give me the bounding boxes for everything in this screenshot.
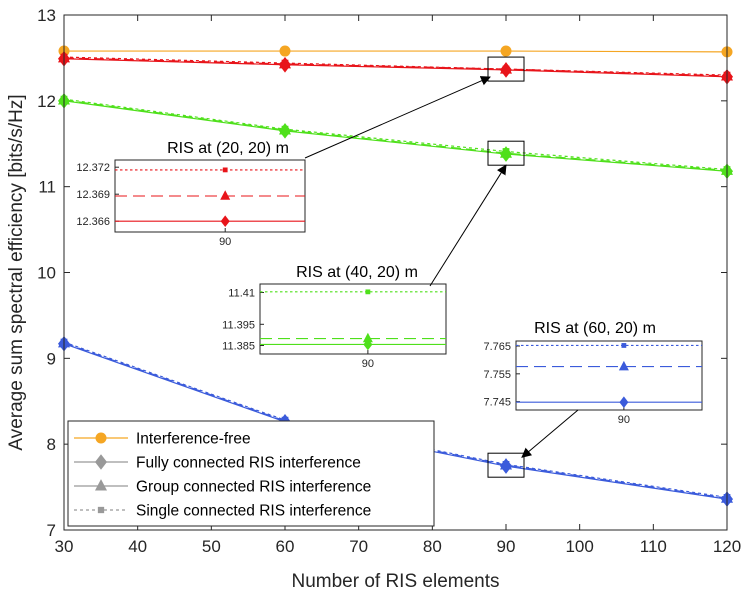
y-tick-label: 13 (37, 6, 56, 25)
inset-y-tick-label: 7.765 (483, 341, 511, 353)
x-tick-label: 100 (565, 537, 593, 556)
inset-x-tick-label: 90 (362, 358, 374, 370)
y-tick-label: 12 (37, 92, 56, 111)
inset-data-point (618, 360, 629, 371)
y-tick-label: 10 (37, 264, 56, 283)
inset-y-tick-label: 12.369 (76, 189, 110, 201)
legend-frame (67, 420, 435, 527)
inset-ris-20-20: RIS at (20, 20) m 90 12.372 12.369 12.366 (76, 140, 306, 248)
inset-y-tick-label: 7.745 (483, 397, 511, 409)
inset-data-point (363, 338, 373, 351)
data-point (500, 45, 512, 57)
inset-y-tick-label: 11.41 (228, 287, 255, 299)
y-tick-label: 8 (47, 435, 56, 454)
inset-x-tick-label: 90 (219, 236, 231, 248)
inset-frame (259, 283, 447, 355)
x-tick-label: 40 (128, 537, 147, 556)
axes-frame (63, 14, 728, 531)
legend-label: Single connected RIS interference (136, 503, 371, 520)
inset-y-tick-label: 12.372 (76, 162, 110, 174)
inset-frame (515, 340, 703, 411)
inset-arrow (304, 76, 491, 159)
data-point (281, 125, 289, 133)
inset-title: RIS at (40, 20) m (296, 264, 418, 281)
legend-marker (97, 506, 105, 514)
inset-arrow (429, 164, 507, 287)
legend-marker (95, 479, 107, 491)
legend-label: Fully connected RIS interference (136, 455, 361, 472)
y-tick-label: 9 (47, 349, 56, 368)
data-point (279, 45, 291, 57)
inset-y-tick-label: 11.385 (222, 341, 255, 353)
x-axis-label: Number of RIS elements (291, 571, 499, 592)
x-tick-label: 80 (423, 537, 442, 556)
data-point (502, 148, 510, 155)
legend-marker (95, 432, 107, 444)
inset-y-tick-label: 12.366 (76, 216, 110, 228)
inset-data-point (619, 396, 629, 409)
inset-data-point (220, 190, 231, 200)
y-axis-label: Average sum spectral efficiency [bits/s/… (6, 94, 27, 450)
zoom-box (487, 56, 525, 82)
y-tick-label: 11 (38, 178, 56, 197)
legend-label: Interference-free (136, 431, 251, 448)
inset-data-point (220, 215, 230, 228)
inset-arrow (521, 409, 579, 458)
series-line (63, 100, 728, 172)
inset-ris-40-20: RIS at (40, 20) m 90 11.41 11.395 11.385 (222, 264, 447, 370)
x-tick-label: 120 (713, 537, 741, 556)
series-line (64, 50, 728, 53)
inset-data-point (621, 343, 627, 348)
x-tick-label: 70 (349, 537, 368, 556)
legend-marker (95, 454, 107, 470)
inset-y-tick-label: 11.395 (222, 319, 255, 331)
inset-x-tick-label: 90 (618, 414, 630, 426)
x-tick-label: 50 (202, 537, 221, 556)
inset-y-tick-label: 7.755 (483, 369, 511, 381)
inset-data-point (362, 332, 373, 343)
x-tick-label: 60 (276, 537, 295, 556)
zoom-box (487, 452, 525, 478)
series-line (63, 341, 728, 498)
inset-ris-60-20: RIS at (60, 20) m 90 7.765 7.755 7.745 (483, 320, 703, 426)
legend: Interference-free Fully connected RIS int… (67, 420, 435, 527)
y-tick-label: 7 (47, 521, 56, 540)
data-point (281, 59, 289, 67)
x-tick-label: 30 (55, 537, 74, 556)
inset-title: RIS at (20, 20) m (167, 140, 289, 157)
x-tick-label: 90 (497, 537, 516, 556)
data-point (502, 460, 510, 468)
series-line (63, 56, 728, 76)
inset-data-point (365, 289, 371, 295)
inset-title: RIS at (60, 20) m (534, 320, 656, 337)
series-line (63, 58, 728, 78)
data-point (502, 65, 510, 73)
x-tick-label: 110 (640, 537, 667, 556)
data-point (281, 416, 289, 424)
inset-data-point (222, 167, 228, 173)
series-line (63, 99, 728, 171)
legend-label: Group connected RIS interference (136, 479, 371, 496)
